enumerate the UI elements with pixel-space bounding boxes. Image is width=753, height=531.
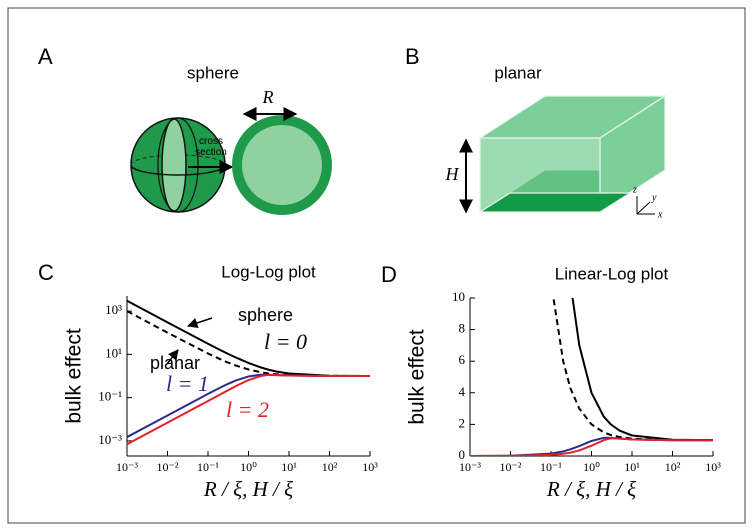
x-tick-label: 10⁻²	[157, 460, 179, 474]
panel-label: C	[38, 260, 54, 285]
panel-title: planar	[494, 63, 542, 82]
x-tick-label: 10⁰	[240, 460, 257, 474]
x-tick-label: 10²	[322, 460, 338, 474]
x-tick-label: 10⁻¹	[197, 460, 219, 474]
panel-label: A	[38, 44, 53, 69]
axes-icon	[636, 196, 655, 215]
height-label: H	[445, 164, 460, 184]
series-label: planar	[150, 353, 200, 373]
x-tick-label: 10¹	[624, 460, 640, 474]
x-tick-label: 10²	[665, 460, 681, 474]
y-axis-label: bulk effect	[63, 328, 86, 424]
y-tick-label: 8	[459, 321, 466, 336]
axis-letter: x	[657, 209, 663, 220]
radius-label: R	[262, 87, 274, 107]
chart-title: Linear-Log plot	[555, 264, 669, 283]
x-tick-label: 10³	[705, 460, 721, 474]
y-axis-label: bulk effect	[406, 329, 429, 425]
y-tick-label: 10¹	[105, 345, 122, 360]
x-axis-label: R / ξ, H / ξ	[203, 477, 293, 501]
annotation: l = 0	[264, 329, 307, 354]
y-tick-label: 10⁻³	[98, 432, 122, 447]
x-tick-label: 10⁰	[583, 460, 600, 474]
x-tick-label: 10⁻²	[500, 460, 522, 474]
panel-label: D	[381, 262, 397, 287]
y-tick-label: 2	[459, 415, 466, 430]
axis-letter: y	[651, 192, 657, 203]
y-tick-label: 0	[459, 447, 466, 462]
series-line	[127, 299, 370, 377]
chart-title: Log-Log plot	[221, 262, 316, 281]
y-tick-label: 4	[459, 384, 466, 399]
series-line	[470, 437, 713, 456]
y-tick-label: 10³	[105, 302, 122, 317]
series-line	[127, 373, 370, 446]
x-tick-label: 10⁻³	[116, 460, 138, 474]
y-tick-label: 6	[459, 352, 466, 367]
series-label: l = 2	[226, 397, 269, 422]
x-tick-label: 10³	[362, 460, 378, 474]
x-tick-label: 10⁻¹	[540, 460, 562, 474]
series-line	[552, 298, 713, 442]
y-tick-label: 10⁻¹	[98, 389, 122, 404]
frame	[7, 7, 746, 524]
annotation-arrow	[166, 349, 179, 365]
series-label: sphere	[238, 305, 293, 325]
x-tick-label: 10⁻³	[459, 460, 481, 474]
series-line	[571, 298, 713, 442]
series-label: l = 1	[166, 371, 209, 396]
y-tick-label: 10	[452, 289, 465, 304]
axis-letter: z	[632, 184, 637, 195]
annotation-arrow	[187, 317, 213, 328]
box-drawing	[477, 94, 668, 214]
panel-label: B	[405, 44, 420, 69]
x-tick-label: 10¹	[281, 460, 297, 474]
panel-title: sphere	[187, 63, 239, 82]
sphere-drawing	[130, 117, 226, 213]
ring-inner	[242, 125, 322, 205]
cross-section-label: cross section	[195, 136, 227, 158]
x-axis-label: R / ξ, H / ξ	[546, 477, 636, 501]
